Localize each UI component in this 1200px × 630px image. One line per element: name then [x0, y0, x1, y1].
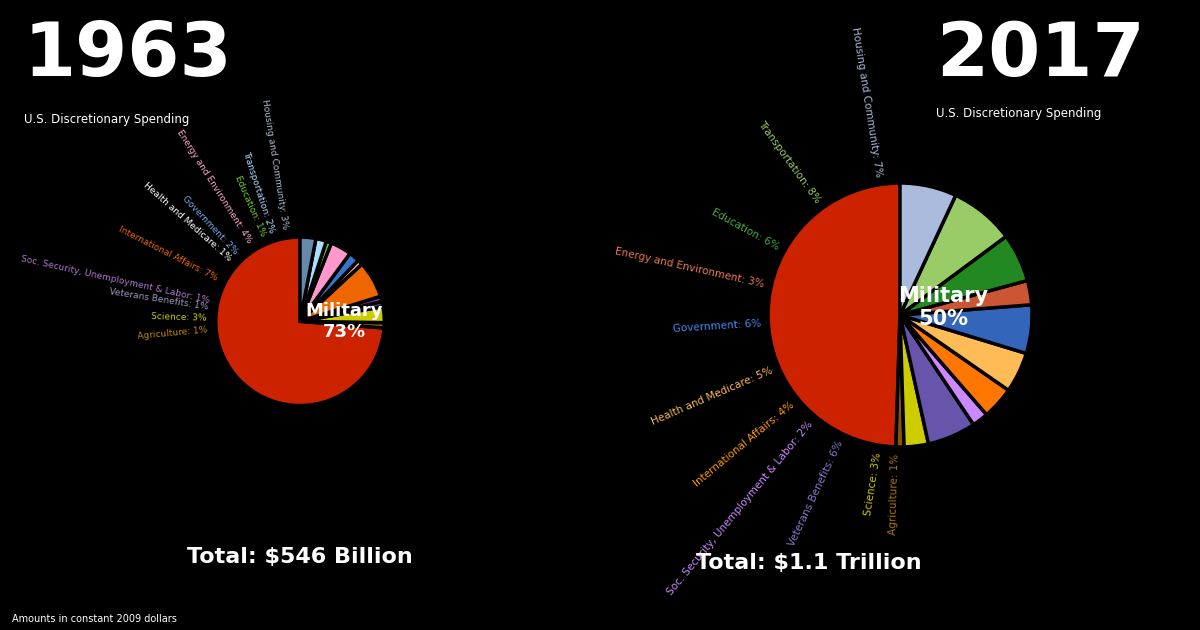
Text: Science: 3%: Science: 3% — [863, 452, 883, 517]
Wedge shape — [300, 321, 384, 328]
Text: Soc. Security, Unemployment & Labor: 1%: Soc. Security, Unemployment & Labor: 1% — [19, 255, 210, 306]
Text: Soc. Security, Unemployment & Labor: 2%: Soc. Security, Unemployment & Labor: 2% — [666, 419, 815, 597]
Text: Housing and Community: 3%: Housing and Community: 3% — [260, 99, 290, 230]
Wedge shape — [300, 237, 316, 321]
Text: Transportation: 2%: Transportation: 2% — [240, 150, 276, 234]
Text: Agriculture: 1%: Agriculture: 1% — [137, 326, 208, 341]
Text: Science: 3%: Science: 3% — [151, 312, 208, 323]
Wedge shape — [900, 305, 1032, 353]
Text: 1963: 1963 — [24, 19, 233, 92]
Text: Military
50%: Military 50% — [898, 286, 989, 329]
Wedge shape — [900, 315, 1008, 415]
Wedge shape — [300, 260, 362, 321]
Text: Total: $1.1 Trillion: Total: $1.1 Trillion — [696, 553, 922, 573]
Wedge shape — [900, 315, 986, 425]
Text: 2017: 2017 — [936, 19, 1145, 92]
Wedge shape — [300, 253, 358, 321]
Wedge shape — [900, 315, 1026, 390]
Wedge shape — [300, 264, 380, 321]
Text: Veterans Benefits: 6%: Veterans Benefits: 6% — [787, 439, 845, 547]
Text: Total: $546 Billion: Total: $546 Billion — [187, 547, 413, 567]
Text: Energy and Environment: 3%: Energy and Environment: 3% — [614, 246, 766, 290]
Text: Transportation: 8%: Transportation: 8% — [756, 119, 822, 205]
Text: Veterans Benefits: 1%: Veterans Benefits: 1% — [108, 287, 209, 311]
Wedge shape — [300, 296, 382, 321]
Text: Agriculture: 1%: Agriculture: 1% — [888, 454, 901, 536]
Wedge shape — [900, 315, 929, 447]
Text: Health and Medicare: 5%: Health and Medicare: 5% — [650, 365, 774, 427]
Wedge shape — [900, 236, 1027, 315]
Text: International Affairs: 7%: International Affairs: 7% — [118, 225, 220, 283]
Text: Amounts in constant 2009 dollars: Amounts in constant 2009 dollars — [12, 614, 176, 624]
Text: U.S. Discretionary Spending: U.S. Discretionary Spending — [24, 113, 190, 127]
Wedge shape — [300, 307, 384, 323]
Wedge shape — [216, 237, 384, 406]
Text: Health and Medicare: 1%: Health and Medicare: 1% — [142, 181, 233, 263]
Wedge shape — [900, 315, 973, 444]
Wedge shape — [768, 183, 900, 447]
Text: U.S. Discretionary Spending: U.S. Discretionary Spending — [936, 107, 1102, 120]
Text: Education: 6%: Education: 6% — [709, 207, 780, 253]
Text: Energy and Environment: 4%: Energy and Environment: 4% — [175, 129, 254, 245]
Wedge shape — [900, 280, 1032, 315]
Wedge shape — [300, 239, 326, 321]
Wedge shape — [896, 315, 904, 447]
Wedge shape — [900, 195, 1006, 315]
Wedge shape — [300, 301, 383, 321]
Wedge shape — [900, 183, 955, 315]
Text: Military
73%: Military 73% — [306, 302, 383, 341]
Wedge shape — [300, 243, 350, 321]
Text: International Affairs: 4%: International Affairs: 4% — [691, 400, 796, 488]
Text: Government: 6%: Government: 6% — [672, 319, 761, 335]
Text: Education: 1%: Education: 1% — [233, 174, 268, 238]
Text: Housing and Community: 7%: Housing and Community: 7% — [850, 27, 883, 178]
Wedge shape — [300, 241, 331, 321]
Text: Government: 2%: Government: 2% — [180, 195, 240, 256]
